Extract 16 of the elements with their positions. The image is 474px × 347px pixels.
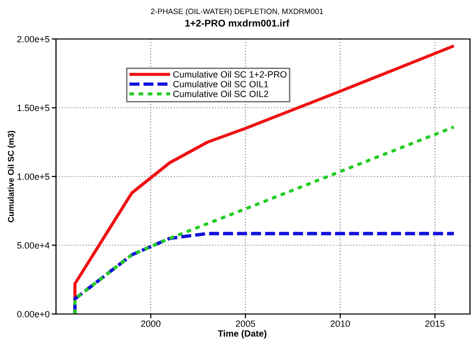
- y-tick-label: 5.00e+4: [17, 242, 50, 249]
- x-tick-label: 2005: [236, 320, 256, 327]
- chart-subtitle: 1+2-PRO mxdrm001.irf: [185, 19, 290, 27]
- legend-label: Cumulative Oil SC OIL2: [173, 90, 268, 98]
- y-axis-title: Cumulative Oil SC (m3): [8, 130, 16, 222]
- y-tick-label: 0.00e+0: [17, 310, 50, 318]
- x-tick-label: 2015: [425, 320, 445, 327]
- x-axis-title: Time (Date): [218, 330, 266, 338]
- legend-label: Cumulative Oil SC 1+2-PRO: [173, 70, 287, 78]
- x-tick-label: 2000: [141, 320, 160, 327]
- y-tick-label: 1.00e+5: [18, 173, 50, 180]
- y-tick-label: 2.00e+5: [17, 36, 50, 42]
- legend-label: Cumulative Oil SC OIL1: [173, 80, 268, 88]
- x-tick-label: 2010: [330, 320, 350, 327]
- y-tick-label: 1.50e+5: [18, 104, 50, 112]
- line-series: [73, 125, 456, 314]
